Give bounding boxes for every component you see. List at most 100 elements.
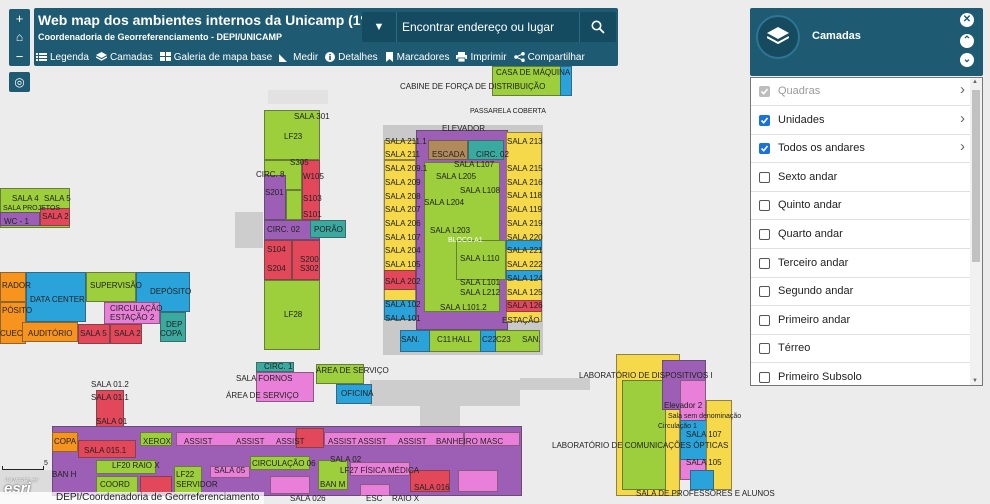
layer-item[interactable]: Segundo andar	[751, 278, 970, 307]
layers-panel-header: Camadas ✕ ⌃ ⌄	[750, 8, 983, 76]
layer-checkbox[interactable]	[759, 229, 770, 240]
map-label: S201	[265, 188, 284, 197]
search-source-dropdown[interactable]: ▼	[362, 12, 397, 42]
map-label: ASSIST	[184, 437, 213, 446]
layer-label: Quinto andar	[778, 199, 842, 212]
layers-list[interactable]: Quadras › Unidades › Todos os andares › Sexto …	[750, 77, 983, 386]
map-label: SALA 220	[507, 233, 543, 242]
map-label: CIRC. 02	[267, 225, 300, 234]
print-button[interactable]: Imprimir	[456, 52, 507, 63]
map-label: WC - 1	[4, 217, 29, 226]
layers-button[interactable]: Camadas	[95, 52, 153, 63]
map-label: SAN.	[401, 335, 420, 344]
list-icon	[36, 53, 47, 61]
map-label: SALA 215	[507, 164, 543, 173]
map-label: SALA 015.1	[84, 446, 127, 455]
map-label: CASA DE MÁQUINA	[496, 68, 571, 77]
check-icon	[760, 145, 769, 153]
map-label: CUEC	[0, 329, 23, 338]
map-label: SALA 209.1	[385, 164, 428, 173]
layer-item[interactable]: Todos os andares ›	[751, 135, 970, 164]
zoom-out-button[interactable]: −	[15, 49, 24, 64]
chevron-right-icon[interactable]: ›	[960, 138, 965, 156]
map-label: SALA 219	[507, 219, 543, 228]
search-icon	[591, 20, 605, 34]
map-label: W105	[303, 172, 324, 181]
info-icon	[325, 52, 336, 62]
layer-item[interactable]: Quadras ›	[751, 78, 970, 106]
map-label: HALL	[452, 335, 473, 344]
layers-scrollbar[interactable]: ▲ ▼	[970, 78, 982, 385]
zoom-in-button[interactable]: +	[15, 11, 24, 26]
layer-item[interactable]: Primeiro andar	[751, 307, 970, 335]
map-label: CABINE DE FORÇA DE DISTRIBUIÇÃO	[400, 82, 546, 91]
layer-checkbox[interactable]	[759, 286, 770, 298]
layer-item[interactable]: Térreo	[751, 335, 970, 364]
chevron-right-icon[interactable]: ›	[960, 109, 965, 127]
expand-down-button[interactable]: ⌄	[960, 53, 974, 67]
share-button[interactable]: Compartilhar	[513, 52, 585, 63]
map-label: BAN H	[52, 470, 77, 479]
layer-checkbox[interactable]	[759, 314, 770, 326]
details-button[interactable]: Detalhes	[325, 52, 378, 63]
scrollbar-thumb[interactable]	[972, 90, 980, 262]
map-label: SALA 124	[507, 274, 543, 283]
map-label: SALA 105	[385, 260, 421, 269]
layer-item[interactable]: Primeiro Subsolo	[751, 364, 970, 385]
scroll-up-icon: ▲	[972, 79, 978, 85]
map-label: SALA 206	[385, 219, 421, 228]
map-label: SERVIDOR	[176, 480, 218, 489]
map-label: SALA 222	[507, 260, 543, 269]
chevron-up-icon: ⌃	[962, 35, 972, 46]
map-label: LF20 RAIO X	[112, 461, 160, 470]
layer-checkbox[interactable]	[759, 143, 770, 155]
map-label: ESTAÇÃO	[502, 316, 540, 325]
layer-item[interactable]: Sexto andar	[751, 164, 970, 192]
layer-item[interactable]: Quarto andar	[751, 221, 970, 249]
layer-checkbox[interactable]	[759, 343, 770, 355]
collapse-up-button[interactable]: ⌃	[960, 34, 974, 48]
map-label: S200	[300, 255, 319, 264]
search-input[interactable]: Encontrar endereço ou lugar	[402, 20, 555, 34]
layer-item[interactable]: Unidades ›	[751, 107, 970, 135]
map-label: SALA 105	[686, 458, 722, 467]
layer-checkbox[interactable]	[759, 257, 770, 269]
layer-item[interactable]: Terceiro andar	[751, 250, 970, 278]
layer-checkbox	[759, 86, 770, 97]
map-label: SALA 2	[42, 212, 69, 221]
legend-button[interactable]: Legenda	[36, 52, 89, 63]
printer-icon	[456, 52, 468, 62]
layers-panel-icon	[756, 15, 800, 59]
layer-checkbox[interactable]	[759, 114, 770, 126]
map-label: DEP	[166, 320, 183, 329]
layer-label: Quarto andar	[778, 228, 843, 240]
map-label: Circulação 1	[658, 423, 697, 430]
layer-checkbox[interactable]	[759, 372, 770, 383]
locate-button[interactable]: ◎	[9, 72, 30, 92]
map-label: SALA L110	[460, 254, 500, 263]
map-label: SALA 2	[114, 329, 141, 338]
close-panel-button[interactable]: ✕	[960, 13, 974, 27]
layer-label: Unidades	[778, 113, 825, 126]
map-label: SALA 221	[507, 246, 543, 255]
map-label: LABORATÓRIO DE DISPOSITIVOS I	[579, 371, 713, 380]
measure-button[interactable]: Medir	[279, 52, 318, 63]
map-label: SALA 107	[385, 233, 421, 242]
search-button[interactable]	[579, 12, 616, 42]
layer-item[interactable]: Quinto andar	[751, 192, 970, 221]
map-label: SALA 207	[385, 205, 421, 214]
layer-label: Primeiro andar	[778, 313, 851, 326]
app-subtitle: Coordenadoria de Georreferenciamento - D…	[38, 32, 283, 42]
bookmarks-button[interactable]: Marcadores	[385, 52, 449, 63]
map-label: ESTAÇÃO 2	[110, 313, 155, 322]
basemap-gallery-button[interactable]: Galeria de mapa base	[159, 52, 272, 63]
chevron-right-icon[interactable]: ›	[960, 81, 965, 98]
layer-checkbox[interactable]	[759, 171, 770, 183]
map-label: RADOR	[2, 281, 31, 290]
home-button[interactable]: ⌂	[15, 30, 24, 44]
map-label: LF27 FÍSICA MÉDICA	[340, 466, 420, 475]
layer-label: Primeiro Subsolo	[778, 371, 862, 383]
map-label: ASSIST	[398, 437, 427, 446]
map-label: LF22	[176, 470, 195, 479]
layer-checkbox[interactable]	[759, 200, 770, 212]
